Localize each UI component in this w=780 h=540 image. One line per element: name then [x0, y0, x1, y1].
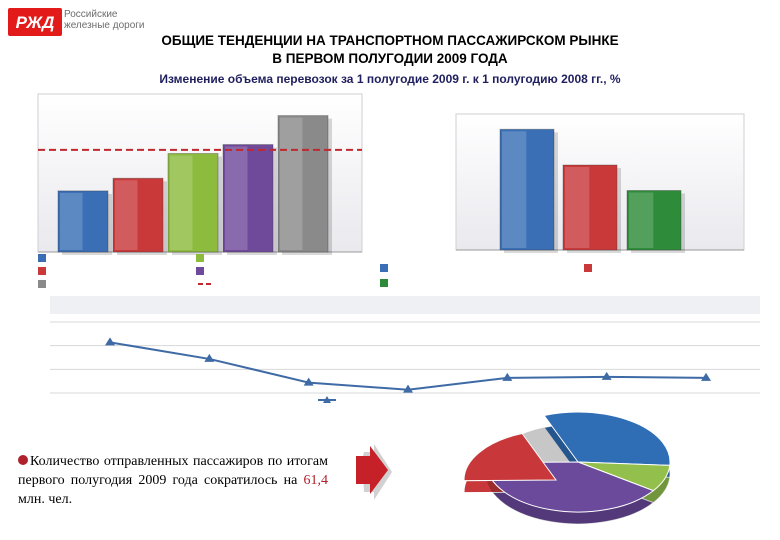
chart1-bar-shine [280, 117, 303, 251]
chart1-legend-swatch [38, 267, 46, 275]
rzd-logo: РЖД [8, 8, 62, 36]
chart3-category-band [50, 296, 760, 314]
bullet-text-main: Количество отправленных пассажиров по ит… [18, 454, 328, 488]
chart3-legend-marker [323, 396, 331, 403]
chart1-bar [222, 144, 274, 253]
chart3-data-point [502, 372, 513, 381]
chart1-bar-shine [60, 192, 83, 250]
chart1-bar-shine [170, 155, 193, 250]
suburban-bar-chart [380, 113, 745, 287]
pie-slice [463, 432, 557, 482]
chart3-data-point [701, 372, 711, 381]
chart3-data-point [601, 371, 612, 380]
chart1-bar [167, 153, 219, 253]
monthly-line-chart [50, 296, 760, 403]
chart2-legend-swatch [380, 264, 388, 272]
page-subtitle: Изменение объема перевозок за 1 полугоди… [159, 72, 621, 86]
rzd-logo-letters: РЖД [16, 13, 55, 32]
chart1-bar-shine [225, 146, 248, 250]
bullet-text-suffix: млн. чел. [18, 492, 73, 507]
chart3-data-point [303, 377, 314, 386]
chart1-legend-swatch [38, 254, 46, 262]
chart3-data-point [403, 384, 413, 393]
chart2-bar-shine [502, 131, 527, 248]
chart1-bar [112, 177, 164, 253]
brand-name-line1: Российские [64, 9, 118, 20]
brand-name-line2: железные дороги [64, 20, 145, 31]
chart2-legend-swatch [584, 264, 592, 272]
chart3-data-point [105, 337, 115, 346]
chart3-series-line [109, 341, 707, 391]
arrow-body [356, 446, 388, 494]
pie-slice [543, 411, 671, 466]
chart2-bar-shine [629, 192, 654, 248]
bullet-statement: Количество отправленных пассажиров по ит… [18, 452, 328, 509]
page-title-line2: В ПЕРВОМ ПОЛУГОДИИ 2009 ГОДА [272, 51, 508, 66]
chart1-legend-swatch [196, 254, 204, 262]
arrow-right-icon [356, 444, 392, 500]
transport-bar-chart [37, 93, 363, 288]
rzd-logo-mark [8, 8, 62, 36]
chart2-bar [562, 164, 618, 251]
chart3-data-point [204, 353, 215, 362]
chart1-bar [277, 115, 329, 253]
bullet-highlight-value: 61,4 [303, 473, 329, 488]
chart2-bar [499, 128, 555, 251]
chart2-bar [626, 190, 682, 251]
chart1-legend-swatch [38, 280, 46, 288]
chart1-legend-swatch [196, 267, 204, 275]
chart2-legend-swatch [380, 279, 388, 287]
page-title-line1: ОБЩИЕ ТЕНДЕНЦИИ НА ТРАНСПОРТНОМ ПАССАЖИР… [161, 33, 619, 48]
chart1-bar-shine [115, 180, 138, 250]
chart2-bar-shine [565, 167, 590, 248]
bullet-dot-icon [18, 455, 28, 465]
pie-chart [463, 411, 671, 525]
chart1-bar [57, 190, 109, 253]
